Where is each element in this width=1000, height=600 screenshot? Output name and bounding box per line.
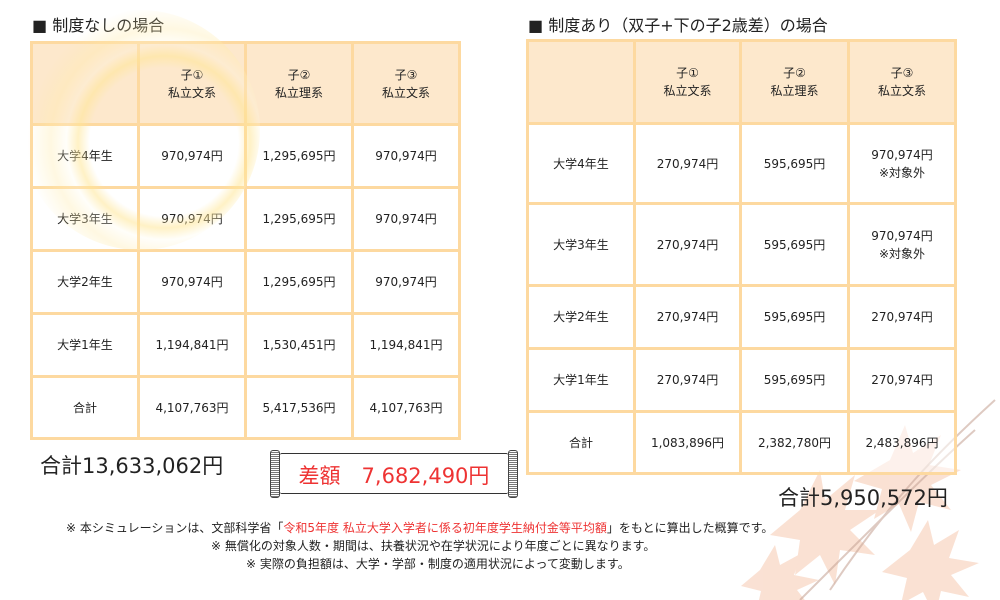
total-cell: 2,382,780円 (739, 410, 850, 475)
scroll-roll-left (270, 450, 280, 498)
row-label: 大学2年生 (526, 284, 636, 350)
header-child3: 子③ 私立文系 (847, 39, 957, 125)
total-cell: 4,107,763円 (351, 375, 461, 440)
cost-cell: 270,974円 (633, 347, 742, 413)
total-cell: 2,483,896円 (847, 410, 957, 475)
difference-banner: 差額 7,682,490円 (270, 450, 518, 498)
cost-cell: 970,974円 (351, 186, 461, 252)
row-label: 大学4年生 (526, 122, 636, 205)
header-child2: 子② 私立理系 (739, 39, 850, 125)
cost-cell: 1,295,695円 (244, 249, 354, 315)
not-eligible-note: ※対象外 (878, 246, 926, 261)
cost-cell: 270,974円 (847, 284, 957, 350)
cost-cell: 270,974円 (633, 284, 742, 350)
right-grand-total: 合計5,950,572円 (778, 486, 948, 510)
header-corner-cell (526, 39, 636, 125)
cost-cell: 970,974円 (137, 123, 247, 189)
total-cell: 1,083,896円 (633, 410, 742, 475)
cost-cell: 595,695円 (739, 122, 850, 205)
header-child2: 子② 私立理系 (244, 41, 354, 126)
right-section-title: ■ 制度あり（双子+下の子2歳差）の場合 (528, 16, 828, 35)
left-cost-table: 子① 私立文系 子② 私立理系 子③ 私立文系 大学4年生 970,974円 1,29… (30, 41, 461, 440)
row-label: 大学3年生 (30, 186, 140, 252)
cost-cell: 970,974円 (137, 249, 247, 315)
footnote-source: ※ 本シミュレーションは、文部科学省「令和5年度 私立大学入学者に係る初年度学生… (66, 521, 774, 535)
total-cell: 5,417,536円 (244, 375, 354, 440)
table-row: 大学2年生 270,974円 595,695円 270,974円 (526, 284, 957, 350)
table-row: 大学4年生 270,974円 595,695円 970,974円 ※対象外 (526, 122, 957, 205)
table-header-row: 子① 私立文系 子② 私立理系 子③ 私立文系 (30, 41, 461, 126)
scroll-body (280, 453, 508, 494)
row-label: 大学4年生 (30, 123, 140, 189)
header-child3: 子③ 私立文系 (351, 41, 461, 126)
cost-value: 970,974円 (871, 228, 933, 243)
row-label: 合計 (526, 410, 636, 475)
footnote-eligibility: ※ 無償化の対象人数・期間は、扶養状況や在学状況により年度ごとに異なります。 (211, 539, 656, 553)
cost-cell: 970,974円 (351, 123, 461, 189)
table-total-row: 合計 1,083,896円 2,382,780円 2,483,896円 (526, 410, 957, 475)
cost-cell: 1,295,695円 (244, 123, 354, 189)
footnote-actual-cost: ※ 実際の負担額は、大学・学部・制度の適用状況によって変動します。 (246, 557, 630, 571)
cost-cell: 1,295,695円 (244, 186, 354, 252)
source-highlight: 令和5年度 私立大学入学者に係る初年度学生納付金等平均額 (283, 521, 607, 535)
cost-cell: 970,974円 (137, 186, 247, 252)
table-header-row: 子① 私立文系 子② 私立理系 子③ 私立文系 (526, 39, 957, 125)
cost-cell: 595,695円 (739, 347, 850, 413)
table-total-row: 合計 4,107,763円 5,417,536円 4,107,763円 (30, 375, 461, 440)
cost-cell: 970,974円 ※対象外 (847, 122, 957, 205)
row-label: 大学1年生 (30, 312, 140, 378)
cost-cell: 270,974円 (847, 347, 957, 413)
table-row: 大学2年生 970,974円 1,295,695円 970,974円 (30, 249, 461, 315)
difference-amount: 差額 7,682,490円 (298, 464, 490, 488)
table-row: 大学4年生 970,974円 1,295,695円 970,974円 (30, 123, 461, 189)
table-row: 大学3年生 970,974円 1,295,695円 970,974円 (30, 186, 461, 252)
cost-cell: 595,695円 (739, 202, 850, 287)
table-row: 大学1年生 270,974円 595,695円 270,974円 (526, 347, 957, 413)
table-row: 大学3年生 270,974円 595,695円 970,974円 ※対象外 (526, 202, 957, 287)
cost-cell: 1,194,841円 (351, 312, 461, 378)
cost-cell: 270,974円 (633, 202, 742, 287)
not-eligible-note: ※対象外 (878, 165, 926, 180)
cost-cell: 970,974円 ※対象外 (847, 202, 957, 287)
cost-cell: 970,974円 (351, 249, 461, 315)
cost-cell: 1,194,841円 (137, 312, 247, 378)
left-grand-total: 合計13,633,062円 (40, 454, 224, 478)
header-corner-cell (30, 41, 140, 126)
right-cost-table: 子① 私立文系 子② 私立理系 子③ 私立文系 大学4年生 270,974円 595,… (526, 39, 957, 475)
cost-cell: 595,695円 (739, 284, 850, 350)
row-label: 大学3年生 (526, 202, 636, 287)
total-cell: 4,107,763円 (137, 375, 247, 440)
cost-value: 970,974円 (871, 147, 933, 162)
cost-cell: 270,974円 (633, 122, 742, 205)
left-section-title: ■ 制度なしの場合 (32, 16, 165, 35)
row-label: 合計 (30, 375, 140, 440)
scroll-roll-right (508, 450, 518, 498)
cost-cell: 1,530,451円 (244, 312, 354, 378)
table-row: 大学1年生 1,194,841円 1,530,451円 1,194,841円 (30, 312, 461, 378)
header-child1: 子① 私立文系 (633, 39, 742, 125)
row-label: 大学1年生 (526, 347, 636, 413)
header-child1: 子① 私立文系 (137, 41, 247, 126)
row-label: 大学2年生 (30, 249, 140, 315)
